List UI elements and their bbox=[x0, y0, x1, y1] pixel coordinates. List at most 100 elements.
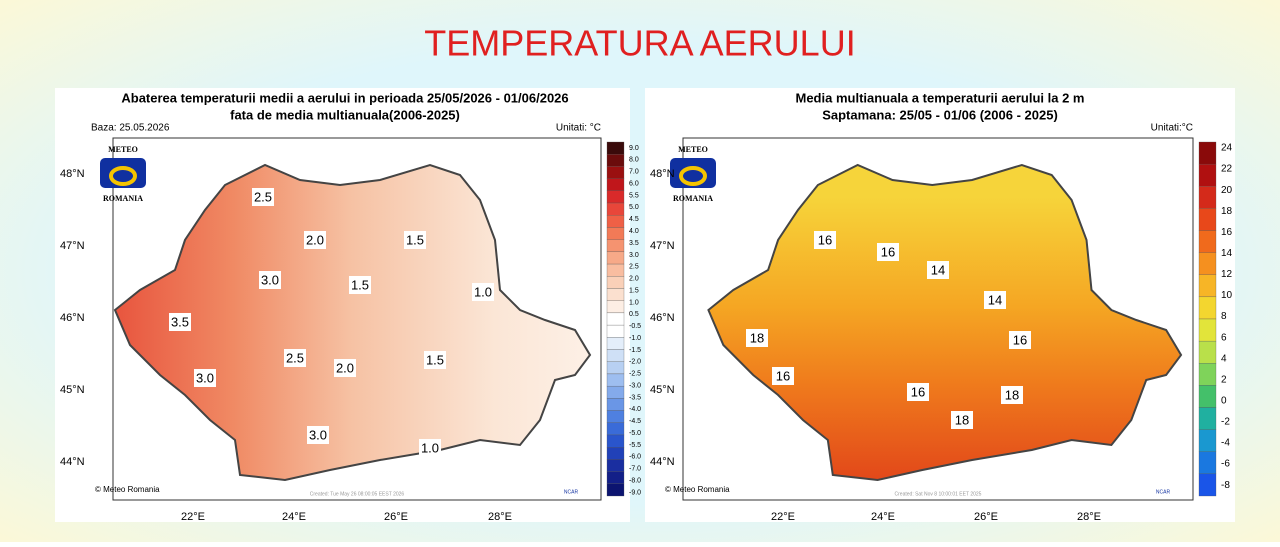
colorbar-cell bbox=[606, 410, 625, 423]
contour-label: 16 bbox=[881, 244, 895, 259]
colorbar-cell bbox=[1198, 230, 1217, 253]
contour-label: 16 bbox=[911, 384, 925, 399]
colorbar-cell bbox=[606, 227, 625, 240]
colorbar-cell bbox=[606, 324, 625, 338]
colorbar-cell bbox=[606, 422, 625, 436]
colorbar-cell bbox=[1198, 340, 1217, 364]
colorbar-tick: 0 bbox=[1221, 395, 1227, 406]
colorbar-tick: 12 bbox=[1221, 269, 1233, 280]
contour-label: 3.5 bbox=[171, 314, 189, 329]
contour-label: 18 bbox=[1005, 387, 1019, 402]
colorbar-cell bbox=[606, 154, 625, 167]
colorbar-tick: 9.0 bbox=[629, 145, 639, 152]
contour-label-box bbox=[349, 276, 371, 294]
logo-sun bbox=[109, 166, 137, 186]
colorbar-tick: 3.5 bbox=[629, 240, 639, 247]
colorbar-tick: 7.0 bbox=[629, 169, 639, 176]
colorbar-cell bbox=[606, 251, 625, 265]
colorbar-cell bbox=[1198, 163, 1217, 187]
colorbar-cell bbox=[606, 385, 625, 399]
slide-title: TEMPERATURA AERULUI bbox=[424, 23, 855, 64]
credit: © Meteo Romania bbox=[665, 485, 730, 494]
colorbar-tick: 10 bbox=[1221, 290, 1233, 301]
contour-label: 2.5 bbox=[254, 189, 272, 204]
logo-text: ROMANIA bbox=[673, 194, 713, 203]
lat-label: 48°N bbox=[650, 168, 675, 180]
colorbar-cell bbox=[606, 166, 625, 179]
lat-label: 46°N bbox=[60, 312, 85, 324]
contour-label: 1.0 bbox=[474, 284, 492, 299]
colorbar-cell bbox=[606, 263, 625, 277]
contour-label-box bbox=[419, 439, 441, 457]
lon-label: 24°E bbox=[282, 511, 306, 523]
colorbar-cell bbox=[1198, 252, 1217, 275]
contour-label: 18 bbox=[955, 412, 969, 427]
colorbar-tick: 4.0 bbox=[629, 228, 639, 235]
contour-label: 16 bbox=[1013, 332, 1027, 347]
colorbar-tick: 0.5 bbox=[629, 311, 639, 318]
colorbar-tick: 18 bbox=[1221, 206, 1233, 217]
contour-label-box bbox=[304, 231, 326, 249]
contour-label-box bbox=[907, 383, 929, 401]
contour-label: 18 bbox=[750, 330, 764, 345]
contour-label-box bbox=[746, 329, 768, 347]
ncar: NCAR bbox=[564, 489, 579, 495]
colorbar-tick: -4.0 bbox=[629, 406, 641, 413]
logo-text: METEO bbox=[108, 145, 138, 154]
lon-label: 28°E bbox=[488, 511, 512, 523]
contour-label: 3.0 bbox=[196, 370, 214, 385]
created: Created: Sat Nov 8 10:00:01 EET 2025 bbox=[895, 491, 982, 497]
colorbar-tick: 2 bbox=[1221, 374, 1227, 385]
colorbar-cell bbox=[1198, 451, 1217, 475]
colorbar-tick: -8.0 bbox=[629, 477, 641, 484]
contour-label-box bbox=[984, 291, 1006, 309]
colorbar-cell bbox=[606, 337, 625, 350]
lat-label: 48°N bbox=[60, 168, 85, 180]
colorbar-tick: -3.5 bbox=[629, 394, 641, 401]
lon-label: 26°E bbox=[974, 511, 998, 523]
lat-label: 44°N bbox=[650, 456, 675, 468]
colorbar-cell bbox=[606, 434, 625, 448]
contour-label-box bbox=[1009, 331, 1031, 349]
colorbar-tick: -7.0 bbox=[629, 466, 641, 473]
colorbar-cell bbox=[606, 141, 625, 155]
contour-label: 1.0 bbox=[421, 440, 439, 455]
colorbar-cell bbox=[1198, 385, 1217, 408]
contour-label-box bbox=[927, 261, 949, 279]
colorbar-tick: 5.5 bbox=[629, 192, 639, 199]
colorbar-tick: 16 bbox=[1221, 227, 1233, 238]
colorbar-tick: 14 bbox=[1221, 248, 1233, 259]
colorbar-cell bbox=[606, 471, 625, 484]
lon-label: 28°E bbox=[1077, 511, 1101, 523]
colorbar-tick: 2.0 bbox=[629, 276, 639, 283]
colorbar-tick: -2 bbox=[1221, 417, 1230, 428]
colorbar-cell bbox=[606, 312, 625, 326]
contour-label: 1.5 bbox=[351, 277, 369, 292]
lat-label: 44°N bbox=[60, 456, 85, 468]
colorbar-tick: -8 bbox=[1221, 480, 1230, 491]
created: Created: Tue May 26 08:00:05 EEST 2026 bbox=[310, 491, 405, 497]
colorbar-tick: 1.5 bbox=[629, 287, 639, 294]
contour-label-box bbox=[424, 351, 446, 369]
lon-label: 26°E bbox=[384, 511, 408, 523]
colorbar-tick: 22 bbox=[1221, 164, 1233, 175]
colorbar-tick: 4.5 bbox=[629, 216, 639, 223]
colorbar-tick: -1.0 bbox=[629, 335, 641, 342]
contour-label-box bbox=[772, 367, 794, 385]
colorbar-cell bbox=[606, 190, 625, 204]
map-title: Saptamana: 25/05 - 01/06 (2006 - 2025) bbox=[822, 107, 1058, 122]
colorbar-tick: 2.5 bbox=[629, 264, 639, 271]
contour-label-box bbox=[334, 359, 356, 377]
colorbar-cell bbox=[606, 373, 625, 387]
contour-label: 2.0 bbox=[336, 360, 354, 375]
contour-label-box bbox=[951, 411, 973, 429]
colorbar-cell bbox=[606, 178, 625, 191]
colorbar-cell bbox=[606, 349, 625, 362]
colorbar-tick: 5.0 bbox=[629, 204, 639, 211]
contour-label: 3.0 bbox=[309, 427, 327, 442]
units: Unitati: °C bbox=[556, 123, 601, 134]
colorbar-cell bbox=[606, 288, 625, 301]
colorbar-tick: -5.0 bbox=[629, 430, 641, 437]
lat-label: 47°N bbox=[650, 240, 675, 252]
